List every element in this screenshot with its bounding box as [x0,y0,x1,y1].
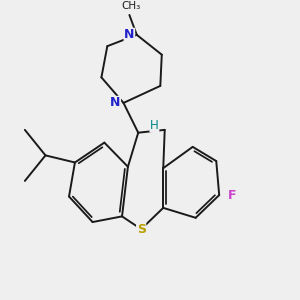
Text: S: S [137,223,146,236]
Text: N: N [110,96,120,110]
Text: CH₃: CH₃ [121,2,140,11]
Text: H: H [150,119,159,132]
Text: N: N [124,28,135,41]
Text: F: F [228,189,237,202]
